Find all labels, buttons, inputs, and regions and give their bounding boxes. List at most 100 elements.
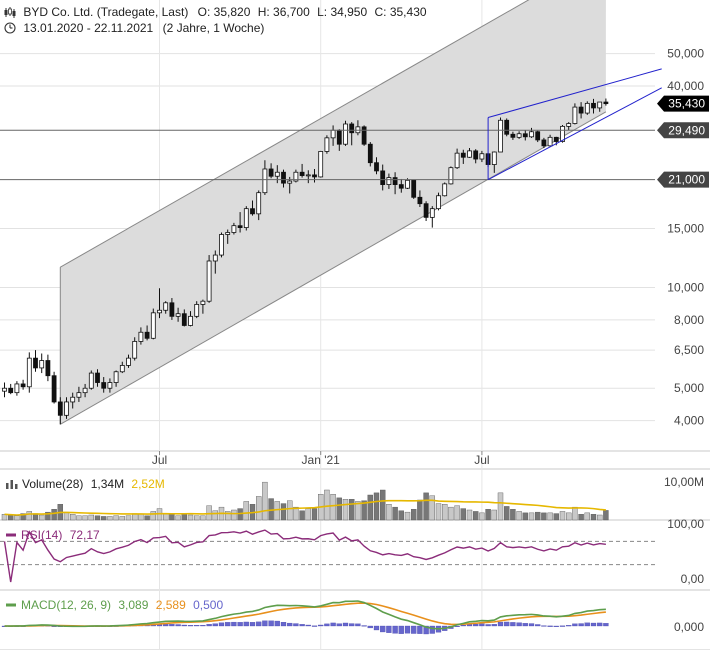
price-marker [657,171,709,188]
macd-histogram-bar [528,623,535,627]
volume-bar [566,512,572,521]
macd-histogram-bar [200,625,206,627]
candle-body [20,383,26,388]
candle-body [82,387,88,394]
macd-histogram-bar [280,622,287,627]
volume-bar [547,512,553,521]
bar-chart-icon [6,480,18,489]
candle-body [367,143,373,164]
price-tick-label: 15,000 [667,222,704,236]
volume-bar [107,516,113,521]
candle-body [355,126,361,134]
price-marker-label: 35,430 [668,97,705,111]
line-swatch-icon [6,603,16,607]
candle-body [250,208,255,215]
rsi-indicator-name: RSI(14) [21,528,63,542]
candle-body [386,177,392,185]
macd-histogram-bar [206,624,212,627]
candle-body [157,309,162,314]
rsi-value: 72,17 [69,528,100,542]
candle-body [200,300,206,305]
volume-bar [20,513,26,521]
volume-bar [100,516,107,521]
candle-body [101,382,107,389]
candle-body [51,375,57,403]
macd-histogram-bar [386,625,392,633]
volume-bar [553,513,559,521]
candle-body [349,123,355,134]
candle-body [299,171,305,176]
macd-histogram-bar [504,621,510,627]
volume-bar [398,510,404,521]
volume-bar [497,492,504,521]
candle-body [473,150,479,160]
volume-bar [373,492,380,521]
candle-body [76,392,82,398]
volume-bar [305,508,311,521]
macd-histogram-bar [181,624,187,627]
candle-body [597,101,603,109]
volume-bar [584,512,590,521]
close-value: C: 35,430 [374,5,427,19]
volume-bar [187,514,194,521]
candle-body [522,133,528,138]
volume-bar [193,515,200,521]
macd-histogram-bar [299,624,305,627]
candle-body [578,106,584,114]
macd-histogram-bar [553,625,559,627]
volume-bar [175,515,181,521]
macd-histogram-bar [249,622,256,627]
price-tick-label: 8,000 [674,313,704,327]
macd-histogram-bar [293,623,299,627]
volume-bar [169,514,175,521]
price-marker-label: 21,000 [668,173,705,187]
macd-line [4,600,606,630]
candle-body [423,203,429,218]
candle-body [541,139,547,147]
volume-bar [125,515,132,521]
candle-body [510,133,516,138]
price-marker-label: 29,490 [668,123,705,137]
macd-histogram-bar [404,625,411,634]
candle-body [14,383,20,394]
volume-bar [491,509,497,521]
trend-channel-area [60,0,606,425]
volume-bar [293,506,299,521]
volume-bar [26,511,32,521]
volume-bar [69,514,76,521]
macd-histogram-bar [547,625,553,627]
candle-body [70,396,76,403]
macd-histogram-bar [584,622,590,627]
volume-bar [603,510,609,521]
volume-bar [504,506,510,521]
macd-legend: MACD(12, 26, 9) 3,089 2,589 0,500 [6,598,223,612]
volume-bar [212,510,219,521]
volume-bar [516,511,522,521]
macd-histogram-bar [274,620,280,627]
macd-histogram-bar [287,622,293,627]
candle-body [529,131,534,138]
volume-bar [392,506,398,521]
volume-bar [262,481,268,521]
volume-bar [119,516,126,521]
candle-body [535,131,541,141]
candle-body [491,151,497,165]
macd-histogram-value: 0,500 [193,598,224,612]
candle-body [107,382,113,389]
candle-body [361,126,367,145]
volume-bar [454,505,460,521]
volume-bar [349,499,355,521]
rsi-line [3,529,606,583]
volume-bar [256,496,262,521]
volume-bar [541,512,547,521]
candle-body [591,102,596,109]
volume-bar [367,494,373,521]
macd-histogram-bar [324,623,330,627]
macd-histogram-bar [541,625,547,627]
macd-histogram-bar [566,625,572,627]
candle-body [274,171,280,177]
macd-histogram-bar [330,622,336,627]
volume-bar [287,500,293,521]
candle-body [411,179,417,198]
